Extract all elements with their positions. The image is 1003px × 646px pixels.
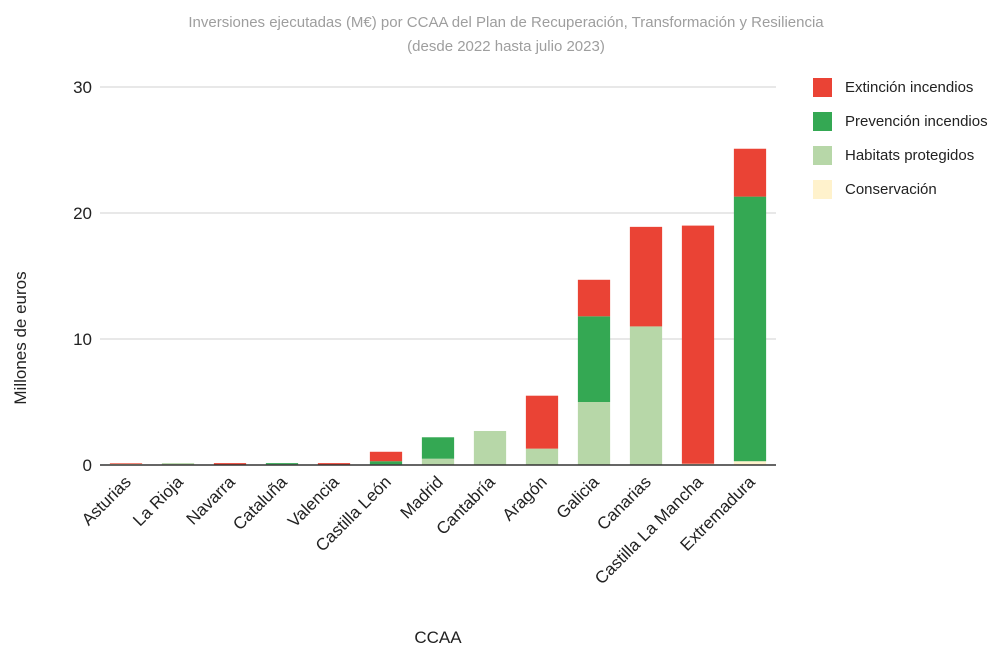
- bar-segment: [161, 463, 195, 465]
- x-tick-label: Asturias: [78, 472, 135, 529]
- x-tick-label: Cataluña: [229, 472, 291, 534]
- y-tick-label: 10: [73, 330, 92, 349]
- bar-segment: [213, 463, 247, 465]
- bar-segment: [369, 461, 403, 465]
- y-axis-ticks: 0 10 20 30: [73, 78, 92, 475]
- legend: Extinción incendios Prevención incendios H…: [813, 78, 988, 199]
- bar-segment: [421, 458, 455, 465]
- legend-swatch: [813, 146, 832, 165]
- x-tick-label: Aragón: [499, 472, 551, 524]
- bar-segment: [681, 225, 715, 464]
- legend-swatch: [813, 112, 832, 131]
- bar-segment: [733, 196, 767, 462]
- bar-segment: [317, 463, 351, 465]
- legend-label: Conservación: [845, 181, 937, 198]
- legend-label: Prevención incendios: [845, 113, 988, 130]
- bars: [100, 148, 776, 466]
- y-tick-label: 0: [83, 456, 92, 475]
- x-tick-label: La Rioja: [129, 472, 187, 530]
- bar-segment: [733, 461, 767, 465]
- bar-segment: [577, 279, 611, 317]
- bar-segment: [733, 148, 767, 197]
- x-tick-label: Galicia: [553, 472, 604, 523]
- bar-segment: [525, 395, 559, 449]
- bar-segment: [525, 448, 559, 465]
- bar-segment: [369, 451, 403, 462]
- chart-title: Inversiones ejecutadas (M€) por CCAA del…: [188, 14, 824, 31]
- bar-segment: [577, 316, 611, 402]
- x-axis-title: CCAA: [414, 628, 462, 646]
- x-tick-label: Madrid: [397, 472, 447, 522]
- bar-segment: [473, 430, 507, 465]
- bar-segment: [421, 437, 455, 459]
- bar-segment: [629, 326, 663, 465]
- chart-subtitle: (desde 2022 hasta julio 2023): [407, 38, 605, 55]
- legend-swatch: [813, 180, 832, 199]
- legend-label: Habitats protegidos: [845, 147, 974, 164]
- bar-segment: [265, 463, 299, 465]
- bar-segment: [109, 463, 143, 464]
- bar-segment: [577, 402, 611, 465]
- bar-segment: [629, 226, 663, 327]
- legend-label: Extinción incendios: [845, 79, 973, 96]
- y-tick-label: 30: [73, 78, 92, 97]
- grid: [100, 86, 776, 340]
- y-tick-label: 20: [73, 204, 92, 223]
- legend-swatch: [813, 78, 832, 97]
- y-axis-title: Millones de euros: [11, 271, 30, 404]
